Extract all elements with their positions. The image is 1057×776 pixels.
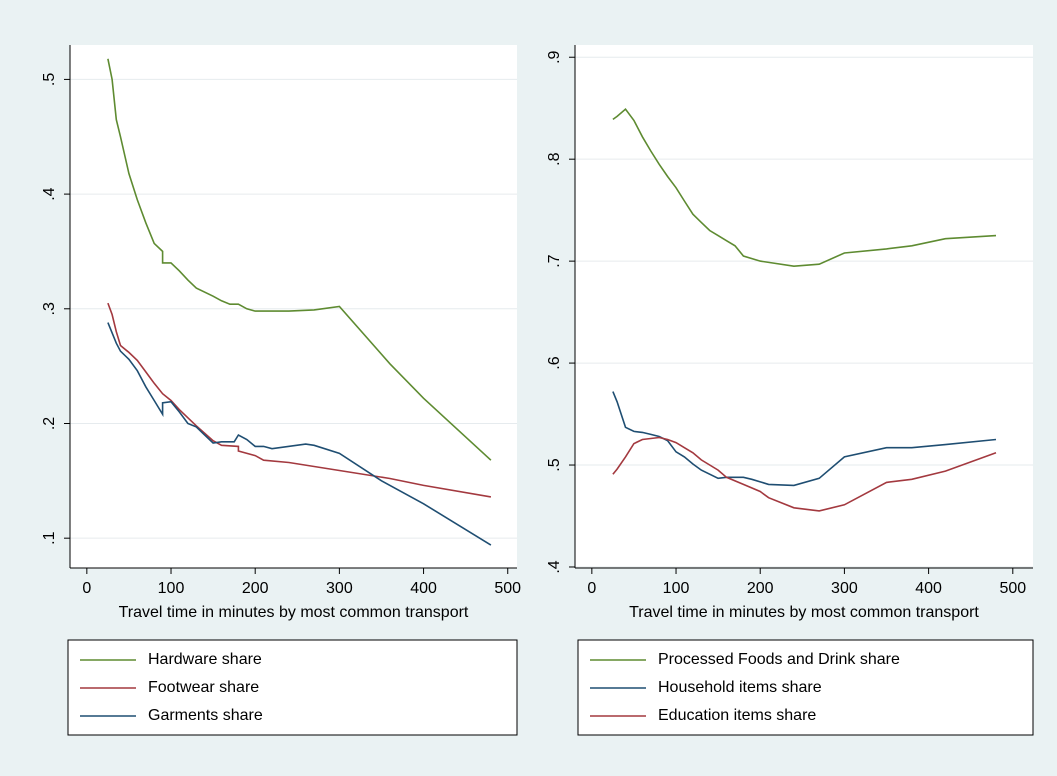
series-line <box>612 436 997 512</box>
series-line <box>107 58 492 461</box>
series-line <box>107 302 492 498</box>
x-tick-label: 200 <box>242 580 269 597</box>
series-line <box>612 391 997 487</box>
x-tick-label: 100 <box>663 580 690 597</box>
x-tick-label: 100 <box>158 580 185 597</box>
y-tick-label: .4 <box>41 187 58 200</box>
x-tick-label: 400 <box>915 580 942 597</box>
y-tick-label: .6 <box>546 356 563 369</box>
x-tick-label: 300 <box>831 580 858 597</box>
legend-label: Garments share <box>148 707 263 724</box>
x-tick-label: 0 <box>587 580 596 597</box>
y-tick-label: .4 <box>546 560 563 573</box>
x-axis-label: Travel time in minutes by most common tr… <box>629 604 979 621</box>
x-tick-label: 400 <box>410 580 437 597</box>
legend-box <box>67 639 518 736</box>
series-line <box>612 108 997 268</box>
legend-label: Footwear share <box>148 679 259 696</box>
legend-label: Education items share <box>658 707 816 724</box>
legend-label: Processed Foods and Drink share <box>658 651 900 668</box>
plot-area <box>575 45 1033 568</box>
y-tick-label: .3 <box>41 302 58 315</box>
y-tick-label: .1 <box>41 531 58 544</box>
y-tick-label: .8 <box>546 152 563 165</box>
y-tick-label: .2 <box>41 417 58 430</box>
x-axis-label: Travel time in minutes by most common tr… <box>119 604 469 621</box>
legend-label: Hardware share <box>148 651 262 668</box>
y-tick-label: .5 <box>41 73 58 86</box>
y-tick-label: .7 <box>546 254 563 267</box>
legend-label: Household items share <box>658 679 822 696</box>
x-tick-label: 0 <box>82 580 91 597</box>
y-tick-label: .9 <box>546 50 563 63</box>
x-tick-label: 300 <box>326 580 353 597</box>
x-tick-label: 500 <box>494 580 521 597</box>
x-tick-label: 200 <box>747 580 774 597</box>
y-tick-label: .5 <box>546 458 563 471</box>
series-line <box>107 322 492 546</box>
legend-box <box>577 639 1034 736</box>
plot-area <box>70 45 517 568</box>
x-tick-label: 500 <box>999 580 1026 597</box>
